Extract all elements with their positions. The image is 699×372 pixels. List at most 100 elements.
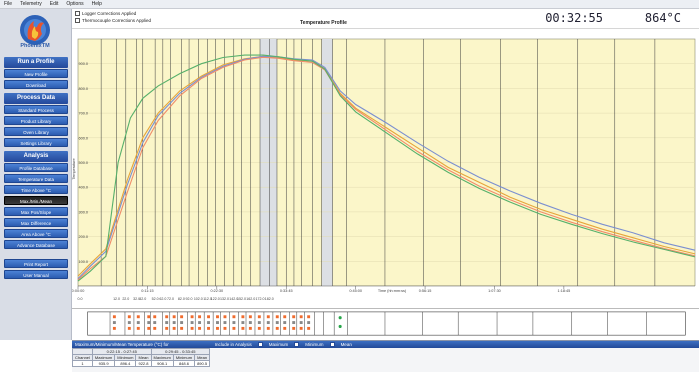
heater-marker — [190, 326, 194, 330]
zone-distance-label: 22.0 — [122, 297, 129, 301]
table-cell: 922.8 — [135, 360, 152, 367]
heater-marker — [180, 315, 184, 319]
column-header: Channel — [72, 354, 93, 361]
include-mean-label: Mean — [340, 342, 352, 347]
menu-options[interactable]: Options — [66, 1, 84, 7]
sidebar-item-standard-process[interactable]: Standard Process — [4, 105, 68, 114]
zone-distance-label: 112.0 — [203, 297, 212, 301]
zone-distance-label: 162.0 — [246, 297, 255, 301]
checkbox-box[interactable] — [75, 17, 80, 23]
sensor-marker — [338, 316, 342, 320]
heater-marker — [257, 321, 261, 325]
y-tick-label: 400.0 — [78, 186, 88, 190]
checkbox-box[interactable] — [75, 10, 80, 16]
heater-marker — [248, 326, 252, 330]
sidebar-item-download[interactable]: Download — [4, 80, 68, 89]
series-line — [77, 56, 696, 281]
heater-marker — [153, 326, 157, 330]
heater-marker — [136, 321, 140, 325]
include-mean-checkbox[interactable] — [329, 342, 335, 347]
sidebar-item-user-manual[interactable]: User Manual — [4, 270, 68, 279]
zone-distance-label: 182.0 — [265, 297, 274, 301]
heater-marker — [266, 315, 270, 319]
heater-marker — [198, 321, 202, 325]
heater-marker — [153, 321, 157, 325]
y-tick-label: 100.0 — [78, 260, 88, 264]
column-header: Minimum — [114, 354, 137, 361]
sidebar-item-time-above-c[interactable]: Time Above °C — [4, 185, 68, 194]
sidebar-item-profile-database[interactable]: Profile Database — [4, 163, 68, 172]
heater-marker — [112, 315, 116, 319]
table-row[interactable]: 1 935.9 896.4 922.8 908.1 848.6 890.5 — [72, 360, 211, 367]
heater-marker — [165, 315, 169, 319]
heater-marker — [266, 321, 270, 325]
column-header: Maximum — [91, 354, 116, 361]
series-line — [77, 54, 696, 282]
menu-help[interactable]: Help — [91, 1, 102, 7]
heater-marker — [307, 315, 311, 319]
include-maximum-checkbox[interactable] — [257, 342, 263, 347]
menu-telemetry[interactable]: Telemetry — [20, 1, 42, 7]
heater-marker — [307, 321, 311, 325]
sidebar-item-max-min-mean[interactable]: Max./Min./Mean — [4, 196, 68, 205]
heater-marker — [136, 326, 140, 330]
y-tick-label: 600.0 — [78, 136, 88, 140]
menu-file[interactable]: File — [4, 1, 13, 7]
sidebar-item-advance-database[interactable]: Advance Database — [4, 240, 68, 249]
zone-distance-label: 82.0 — [178, 297, 185, 301]
sidebar-item-print-report[interactable]: Print Report — [4, 259, 68, 268]
menu-edit[interactable]: Edit — [49, 1, 59, 7]
sidebar-item-max-pos-slope[interactable]: Max Pos/Slope — [4, 207, 68, 216]
temperature-chart[interactable]: 100.0 200.0 300.0 400.0 500.0 600.0 700.0 800.0… — [72, 29, 699, 305]
thermocouple-corrections-checkbox[interactable]: Thermocouple Corrections Applied — [75, 17, 151, 23]
heater-marker — [248, 315, 252, 319]
heater-marker — [198, 326, 202, 330]
include-maximum-label: Maximum — [268, 342, 289, 347]
y-axis-label: Temperature — [72, 158, 76, 179]
heater-marker — [257, 315, 261, 319]
zone-distance-label: 52.0 — [152, 297, 159, 301]
series-line — [77, 55, 696, 279]
sidebar-item-oven-library[interactable]: Oven Library — [4, 127, 68, 136]
heater-marker — [165, 326, 169, 330]
heater-marker — [165, 321, 169, 325]
heater-marker — [232, 321, 236, 325]
zone-distance-label: 122.0 — [211, 297, 220, 301]
sidebar-item-temperature-data[interactable]: Temperature Data — [4, 174, 68, 183]
heater-marker — [112, 326, 116, 330]
sidebar-item-max-difference[interactable]: Max Difference — [4, 218, 68, 227]
sidebar-item-area-above-c[interactable]: Area Above °C — [4, 229, 68, 238]
zone-distance-label: 132.0 — [220, 297, 229, 301]
heater-marker — [241, 326, 245, 330]
section-title: Analysis — [4, 151, 68, 162]
heater-marker — [172, 326, 176, 330]
sidebar-item-product-library[interactable]: Product Library — [4, 116, 68, 125]
thermocouple-corrections-label: Thermocouple Corrections Applied — [82, 17, 152, 23]
stats-table: 0:22:15 - 0:27:45 0:29:45 - 0:33:45 Chan… — [72, 348, 211, 367]
zone-distance-label: 142.0 — [229, 297, 238, 301]
heater-marker — [241, 321, 245, 325]
column-header: Minimum — [172, 354, 196, 361]
y-tick-label: 500.0 — [78, 161, 88, 165]
sidebar-item-settings-library[interactable]: Settings Library — [4, 138, 68, 147]
column-header: Maximum — [150, 354, 174, 361]
include-minimum-checkbox[interactable] — [294, 342, 300, 347]
y-tick-label: 300.0 — [78, 210, 88, 214]
logo-text: PhoenixTM — [20, 43, 50, 49]
zone-distance-label: 92.0 — [186, 297, 193, 301]
section-title: Run a Profile — [4, 57, 68, 68]
heater-marker — [147, 326, 151, 330]
x-axis-label: Time (hh:mm:ss) — [378, 289, 407, 293]
heater-marker — [275, 315, 279, 319]
x-axis-band — [72, 286, 699, 305]
heater-marker — [292, 315, 296, 319]
heater-marker — [223, 326, 227, 330]
heater-marker — [275, 326, 279, 330]
sidebar-item-new-profile[interactable]: New Profile — [4, 69, 68, 78]
x-tick-label: 1:18:45 — [558, 289, 571, 293]
y-tick-label: 900.0 — [78, 62, 88, 66]
table-cell: 908.1 — [150, 360, 174, 367]
heater-marker — [241, 315, 245, 319]
analysis-title-text: Maximum/Minimum/Mean Temperature (°C) fo… — [75, 342, 169, 347]
logger-corrections-checkbox[interactable]: Logger Corrections Applied — [75, 10, 136, 16]
